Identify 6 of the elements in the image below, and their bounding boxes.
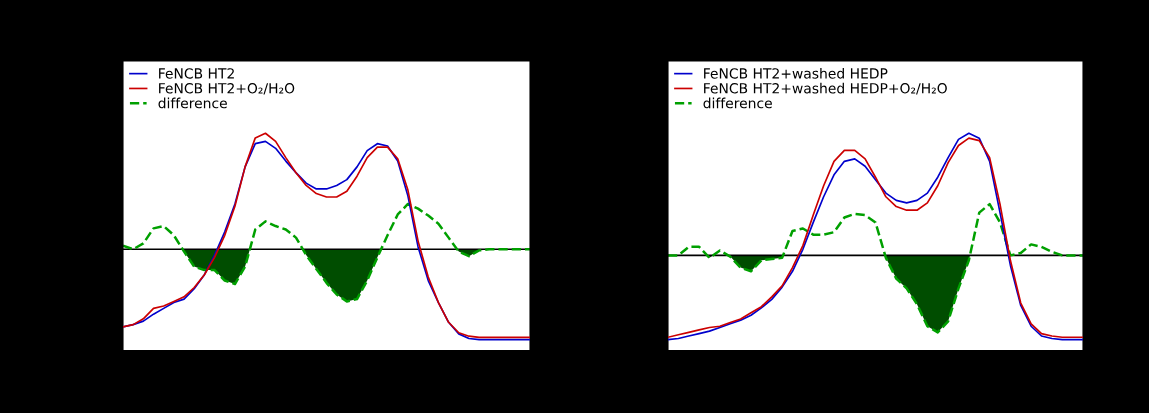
legend-label: difference [158,97,227,109]
legend-label: FeNCB HT2+O₂/H₂O [159,83,295,95]
legend-label: FeNCB HT2+washed HEDP [704,67,888,79]
legend-label: FeNCB HT2 [159,68,234,79]
legend-label: FeNCB HT2+washed HEDP+O₂/H₂O [704,82,947,95]
legend-label: difference [703,97,772,109]
